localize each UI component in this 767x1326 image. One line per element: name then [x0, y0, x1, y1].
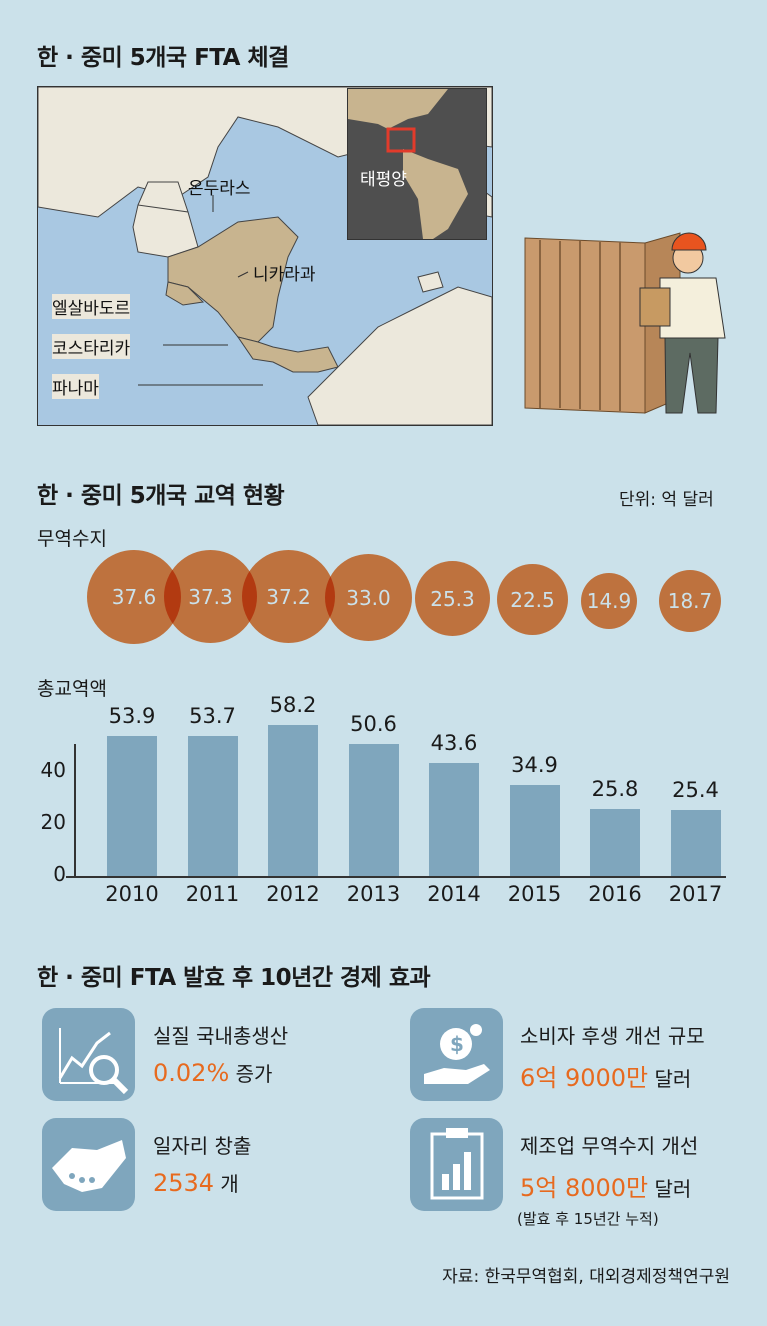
clipboard-chart-icon — [410, 1118, 503, 1211]
y-axis — [74, 744, 76, 878]
bar-value-label: 53.7 — [189, 704, 236, 729]
balance-circle-2011: 37.3 — [164, 550, 257, 643]
effect-manufacturing-suffix: 달러 — [648, 1177, 692, 1201]
svg-text:$: $ — [450, 1032, 464, 1056]
balance-value: 37.6 — [111, 585, 157, 609]
effect-welfare-value: 6억 9000만 달러 — [520, 1058, 691, 1093]
balance-value: 33.0 — [346, 585, 391, 610]
balance-circle-2014: 25.3 — [415, 561, 490, 636]
effect-manufacturing-value: 5억 8000만 달러 — [520, 1168, 691, 1203]
y-tick-label: 40 — [40, 758, 66, 782]
effect-welfare-title: 소비자 후생 개선 규모 — [520, 1024, 705, 1048]
balance-circle-2013: 33.0 — [325, 554, 412, 641]
x-axis — [66, 876, 726, 878]
effect-jobs-number: 2534 — [153, 1169, 215, 1197]
unit-label: 단위: 억 달러 — [619, 490, 714, 510]
balance-circle-2015: 22.5 — [497, 564, 568, 635]
section-title-fta: 한 · 중미 5개국 FTA 체결 — [37, 45, 289, 71]
balance-value: 37.3 — [188, 584, 233, 609]
bar-value-label: 50.6 — [350, 712, 397, 737]
total-trade-bar-chart: 53.9 2010 53.7 2011 58.2 2012 50.6 2013 43.6 2014… — [0, 690, 767, 920]
balance-circle-2016: 14.9 — [581, 573, 637, 629]
handshake-icon — [42, 1118, 135, 1211]
bar-2010 — [107, 735, 157, 876]
effect-welfare-number: 6억 9000만 — [520, 1064, 649, 1092]
bar-value-label: 25.4 — [672, 777, 719, 802]
y-tick-label: 20 — [40, 810, 66, 834]
map-label-panama: 파나마 — [52, 374, 99, 399]
effect-gdp-number: 0.02% — [153, 1059, 230, 1087]
bar-value-label: 43.6 — [430, 730, 478, 755]
map-label-el-salvador: 엘살바도르 — [52, 294, 131, 319]
x-tick-label: 2014 — [427, 882, 481, 906]
bar-2016 — [590, 808, 640, 876]
trade-balance-label: 무역수지 — [37, 528, 107, 550]
bar-2011 — [187, 736, 238, 876]
x-tick-label: 2012 — [266, 882, 320, 906]
bar-value-label: 25.8 — [591, 776, 639, 801]
effect-gdp-suffix: 증가 — [229, 1062, 273, 1086]
effect-jobs-suffix: 개 — [214, 1172, 239, 1196]
effect-gdp-value: 0.02% 증가 — [153, 1058, 272, 1087]
effect-jobs-value: 2534 개 — [153, 1168, 239, 1197]
section-title-trade: 한 · 중미 5개국 교역 현황 — [37, 483, 285, 509]
effect-welfare-suffix: 달러 — [648, 1067, 692, 1091]
effect-jobs-title: 일자리 창출 — [153, 1134, 252, 1158]
x-tick-label: 2015 — [507, 882, 562, 906]
inset-label-pacific: 태평양 — [360, 170, 407, 190]
map-label-costa-rica: 코스타리카 — [52, 334, 131, 359]
x-tick-label: 2016 — [588, 882, 642, 906]
effect-manufacturing-note: (발효 후 15년간 누적) — [517, 1210, 659, 1228]
bar-2014 — [429, 762, 479, 876]
inset-map: 태평양 — [347, 88, 487, 240]
total-trade-label: 총교역액 — [37, 678, 107, 700]
section-title-effects: 한 · 중미 FTA 발효 후 10년간 경제 효과 — [37, 965, 431, 991]
map-label-honduras: 온두라스 — [188, 179, 251, 199]
bar-value-label: 58.2 — [269, 692, 317, 717]
balance-value: 22.5 — [510, 587, 555, 612]
source-note: 자료: 한국무역협회, 대외경제정책연구원 — [442, 1267, 730, 1287]
balance-circle-2017: 18.7 — [659, 570, 721, 632]
x-tick-label: 2017 — [668, 882, 723, 906]
balance-value: 37.2 — [266, 584, 311, 609]
y-tick-label: 0 — [53, 862, 66, 886]
container-worker-illustration — [524, 232, 726, 414]
effect-manufacturing-title: 제조업 무역수지 개선 — [520, 1134, 699, 1158]
inset-shapes — [348, 89, 468, 239]
effect-gdp-title: 실질 국내총생산 — [153, 1024, 289, 1048]
x-tick-label: 2010 — [105, 882, 159, 906]
x-tick-label: 2011 — [185, 882, 240, 906]
x-tick-label: 2013 — [346, 882, 401, 906]
money-hand-icon: $ — [410, 1008, 503, 1101]
effect-manufacturing-number: 5억 8000만 — [520, 1174, 649, 1202]
chart-magnifier-icon — [42, 1008, 135, 1101]
balance-value: 25.3 — [430, 586, 475, 611]
balance-value: 18.7 — [667, 589, 713, 613]
bar-2015 — [509, 785, 560, 876]
trade-balance-circles: 37.6 37.3 37.2 33.0 25.3 22.5 14.9 18.7 — [0, 540, 767, 680]
bar-value-label: 53.9 — [108, 703, 156, 728]
map-leader-lines — [138, 195, 263, 386]
balance-circle-2012: 37.2 — [242, 550, 335, 643]
bar-value-label: 34.9 — [511, 753, 558, 778]
balance-value: 14.9 — [586, 589, 632, 613]
bar-2012 — [268, 724, 318, 876]
map-label-nicaragua: 니카라과 — [253, 265, 316, 285]
bar-2017 — [670, 809, 721, 876]
bar-2013 — [348, 744, 399, 876]
